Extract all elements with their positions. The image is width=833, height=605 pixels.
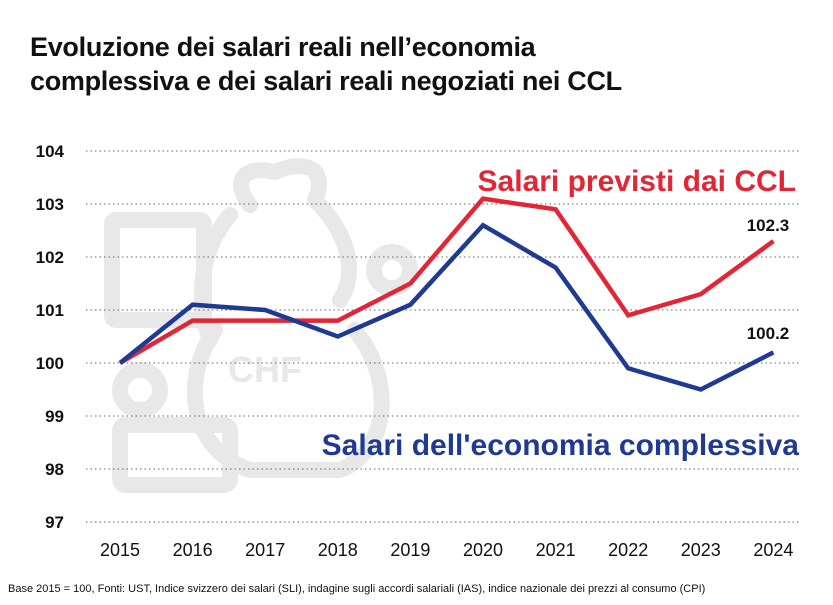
chart-title-line-1: Evoluzione dei salari reali nell’economi… (30, 32, 536, 62)
end-label-ccl: 102.3 (747, 216, 790, 235)
x-tick-label: 2018 (318, 540, 358, 560)
x-tick-label: 2020 (463, 540, 503, 560)
x-tick-label: 2019 (390, 540, 430, 560)
chart-series (118, 196, 775, 392)
y-tick-label: 99 (45, 407, 64, 426)
y-tick-label: 102 (36, 248, 64, 267)
y-tick-label: 104 (36, 142, 65, 161)
y-tick-label: 101 (36, 301, 64, 320)
chart-footnote: Base 2015 = 100, Fonti: UST, Indice sviz… (8, 583, 706, 595)
x-tick-label: 2017 (245, 540, 285, 560)
x-axis: 2015 2016 2017 2018 2019 2020 2021 2022 2023 2024 (100, 540, 793, 560)
series-line-economia (118, 222, 775, 392)
legend-ccl: Salari previsti dai CCL (478, 165, 796, 198)
x-tick-label: 2024 (753, 540, 793, 560)
chart-title-line-2: complessiva e dei salari reali negoziati… (30, 66, 622, 96)
x-tick-label: 2016 (173, 540, 213, 560)
x-tick-label: 2021 (536, 540, 576, 560)
money-bag-chf-icon (104, 158, 418, 493)
watermark-text: CHF (228, 349, 302, 390)
x-tick-label: 2023 (681, 540, 721, 560)
y-tick-label: 97 (45, 513, 64, 532)
legend-economia: Salari dell'economia complessiva (322, 429, 800, 462)
y-tick-label: 103 (36, 195, 64, 214)
chart-title: Evoluzione dei salari reali nell’economi… (30, 30, 820, 98)
x-tick-label: 2015 (100, 540, 140, 560)
x-tick-label: 2022 (608, 540, 648, 560)
series-line-ccl (118, 196, 775, 365)
end-label-economia: 100.2 (747, 324, 790, 343)
chart-gridlines (86, 150, 800, 523)
y-tick-label: 100 (36, 354, 64, 373)
y-tick-label: 98 (45, 460, 64, 479)
y-axis: 97 98 99 100 101 102 103 104 (36, 142, 65, 532)
